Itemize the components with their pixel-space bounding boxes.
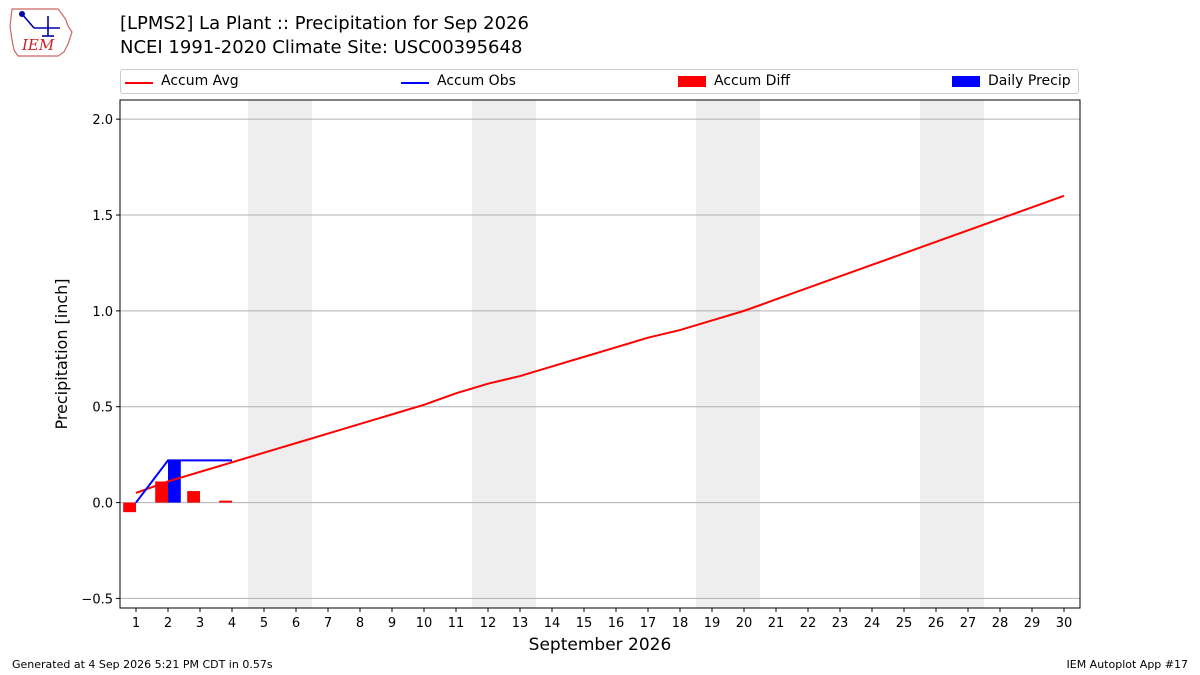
weekend-band [472, 100, 536, 608]
x-tick-label: 1 [132, 616, 140, 631]
x-tick-label: 3 [196, 616, 204, 631]
x-tick-label: 26 [928, 616, 945, 631]
accum-avg-line [135, 194, 1065, 494]
weekend-band [920, 100, 984, 608]
plot-frame [119, 99, 1081, 609]
legend-swatch [401, 82, 429, 84]
x-tick-label: 22 [800, 616, 817, 631]
footer-app: IEM Autoplot App #17 [1066, 658, 1189, 671]
legend-swatch [952, 76, 980, 87]
x-tick-label: 2 [164, 616, 172, 631]
x-tick-label: 12 [480, 616, 497, 631]
x-tick-label: 9 [388, 616, 396, 631]
legend: Accum Avg Accum Obs Accum Diff Daily Pre… [120, 69, 1079, 94]
daily-precip-bar [168, 460, 181, 503]
svg-text:IEM: IEM [21, 36, 55, 54]
x-tick-label: 4 [228, 616, 236, 631]
x-tick-label: 19 [704, 616, 721, 631]
x-tick-label: 18 [672, 616, 689, 631]
accum-diff-bar [123, 502, 136, 513]
y-tick-label: 0.5 [92, 401, 113, 416]
y-tick-label: −0.5 [81, 592, 113, 607]
x-axis-label: September 2026 [529, 635, 672, 655]
y-tick-label: 1.0 [92, 305, 113, 320]
y-tick-label: 1.5 [92, 209, 113, 224]
weekend-band [248, 100, 312, 608]
weekend-band [696, 100, 760, 608]
x-tick-label: 7 [324, 616, 332, 631]
x-tick-label: 5 [260, 616, 268, 631]
accum-obs-line [135, 459, 232, 504]
x-tick-label: 15 [576, 616, 593, 631]
x-tick-label: 30 [1056, 616, 1073, 631]
x-tick-label: 10 [416, 616, 433, 631]
x-tick-label: 21 [768, 616, 785, 631]
accum-diff-bar [219, 500, 232, 503]
x-tick-label: 24 [864, 616, 881, 631]
x-tick-label: 16 [608, 616, 625, 631]
x-tick-label: 6 [292, 616, 300, 631]
x-tick-label: 20 [736, 616, 753, 631]
x-tick-label: 25 [896, 616, 913, 631]
y-tick-label: 0.0 [92, 497, 113, 512]
x-tick-label: 8 [356, 616, 364, 631]
x-tick-label: 13 [512, 616, 529, 631]
x-tick-label: 27 [960, 616, 977, 631]
chart-subtitle: NCEI 1991-2020 Climate Site: USC00395648 [120, 37, 523, 58]
accum-diff-bar [187, 491, 200, 503]
x-tick-label: 17 [640, 616, 657, 631]
x-tick-label: 28 [992, 616, 1009, 631]
x-tick-label: 29 [1024, 616, 1041, 631]
legend-swatch [125, 82, 153, 84]
y-tick-label: 2.0 [92, 113, 113, 128]
accum-diff-bar [155, 481, 168, 503]
footer-generated: Generated at 4 Sep 2026 5:21 PM CDT in 0… [12, 658, 273, 671]
legend-swatch [678, 76, 706, 87]
iem-logo: IEM [9, 8, 73, 57]
y-axis-label: Precipitation [inch] [52, 278, 71, 429]
x-tick-label: 23 [832, 616, 849, 631]
x-tick-label: 14 [544, 616, 561, 631]
chart-title: [LPMS2] La Plant :: Precipitation for Se… [120, 13, 529, 34]
x-tick-label: 11 [448, 616, 465, 631]
